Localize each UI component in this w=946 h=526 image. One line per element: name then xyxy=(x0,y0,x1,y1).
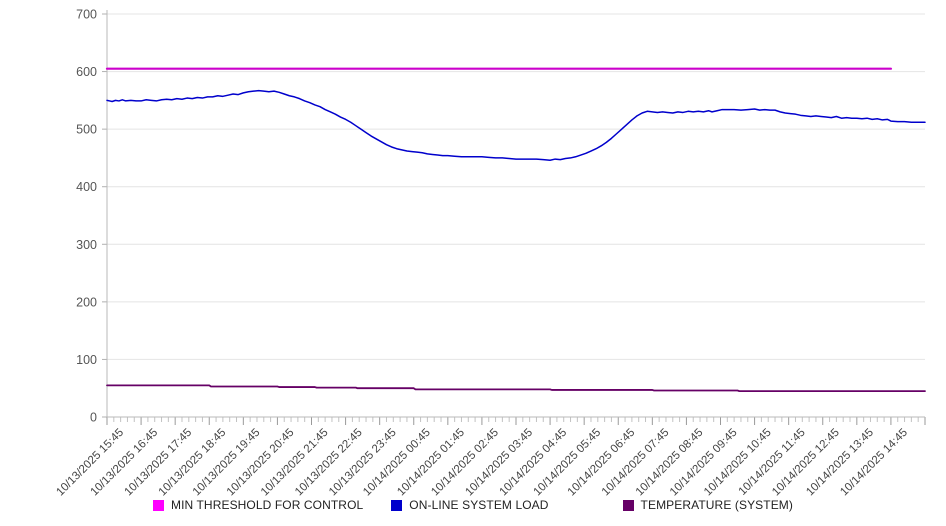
legend-item-on-line-system-load[interactable]: ON-LINE SYSTEM LOAD xyxy=(391,498,548,512)
y-axis-tick-label: 700 xyxy=(76,8,97,22)
y-axis-tick-label: 500 xyxy=(76,123,97,137)
legend-item-temperature-system[interactable]: TEMPERATURE (SYSTEM) xyxy=(622,498,793,512)
axis-lines xyxy=(106,10,925,418)
y-axis-tick-label: 100 xyxy=(76,353,97,367)
legend-swatch-temperature-system xyxy=(622,499,634,511)
series-line-online-system-load xyxy=(106,89,926,161)
y-axis-labels: 0 100 200 300 400 500 600 700 xyxy=(76,8,97,425)
legend-item-min-threshold-for-control[interactable]: MIN THRESHOLD FOR CONTROL xyxy=(152,498,364,512)
legend-label-min-threshold-for-control: MIN THRESHOLD FOR CONTROL xyxy=(170,498,364,512)
chart-legend: MIN THRESHOLD FOR CONTROL ON-LINE SYSTEM… xyxy=(0,495,946,515)
y-axis-tick-label: 0 xyxy=(90,411,97,425)
y-axis-tick-label: 300 xyxy=(76,238,97,252)
legend-swatch-on-line-system-load xyxy=(391,499,403,511)
chart-canvas: 0 100 200 300 400 500 600 700 10/13/2025 15:451… xyxy=(54,8,926,499)
legend-label-temperature-system: TEMPERATURE (SYSTEM) xyxy=(640,498,793,512)
x-axis-tick-label: 10/14/2025 14:45 xyxy=(838,427,910,499)
data-series-layer xyxy=(105,67,926,392)
y-axis-tick-label: 400 xyxy=(76,180,97,194)
legend-label-on-line-system-load: ON-LINE SYSTEM LOAD xyxy=(409,498,549,512)
legend-swatch-min-threshold-for-control xyxy=(152,499,164,511)
x-axis-ticks xyxy=(106,417,926,425)
series-line-temperature-system xyxy=(106,384,926,392)
y-axis-tick-label: 200 xyxy=(76,295,97,309)
gridlines xyxy=(102,13,925,418)
y-axis-tick-label: 600 xyxy=(76,65,97,79)
